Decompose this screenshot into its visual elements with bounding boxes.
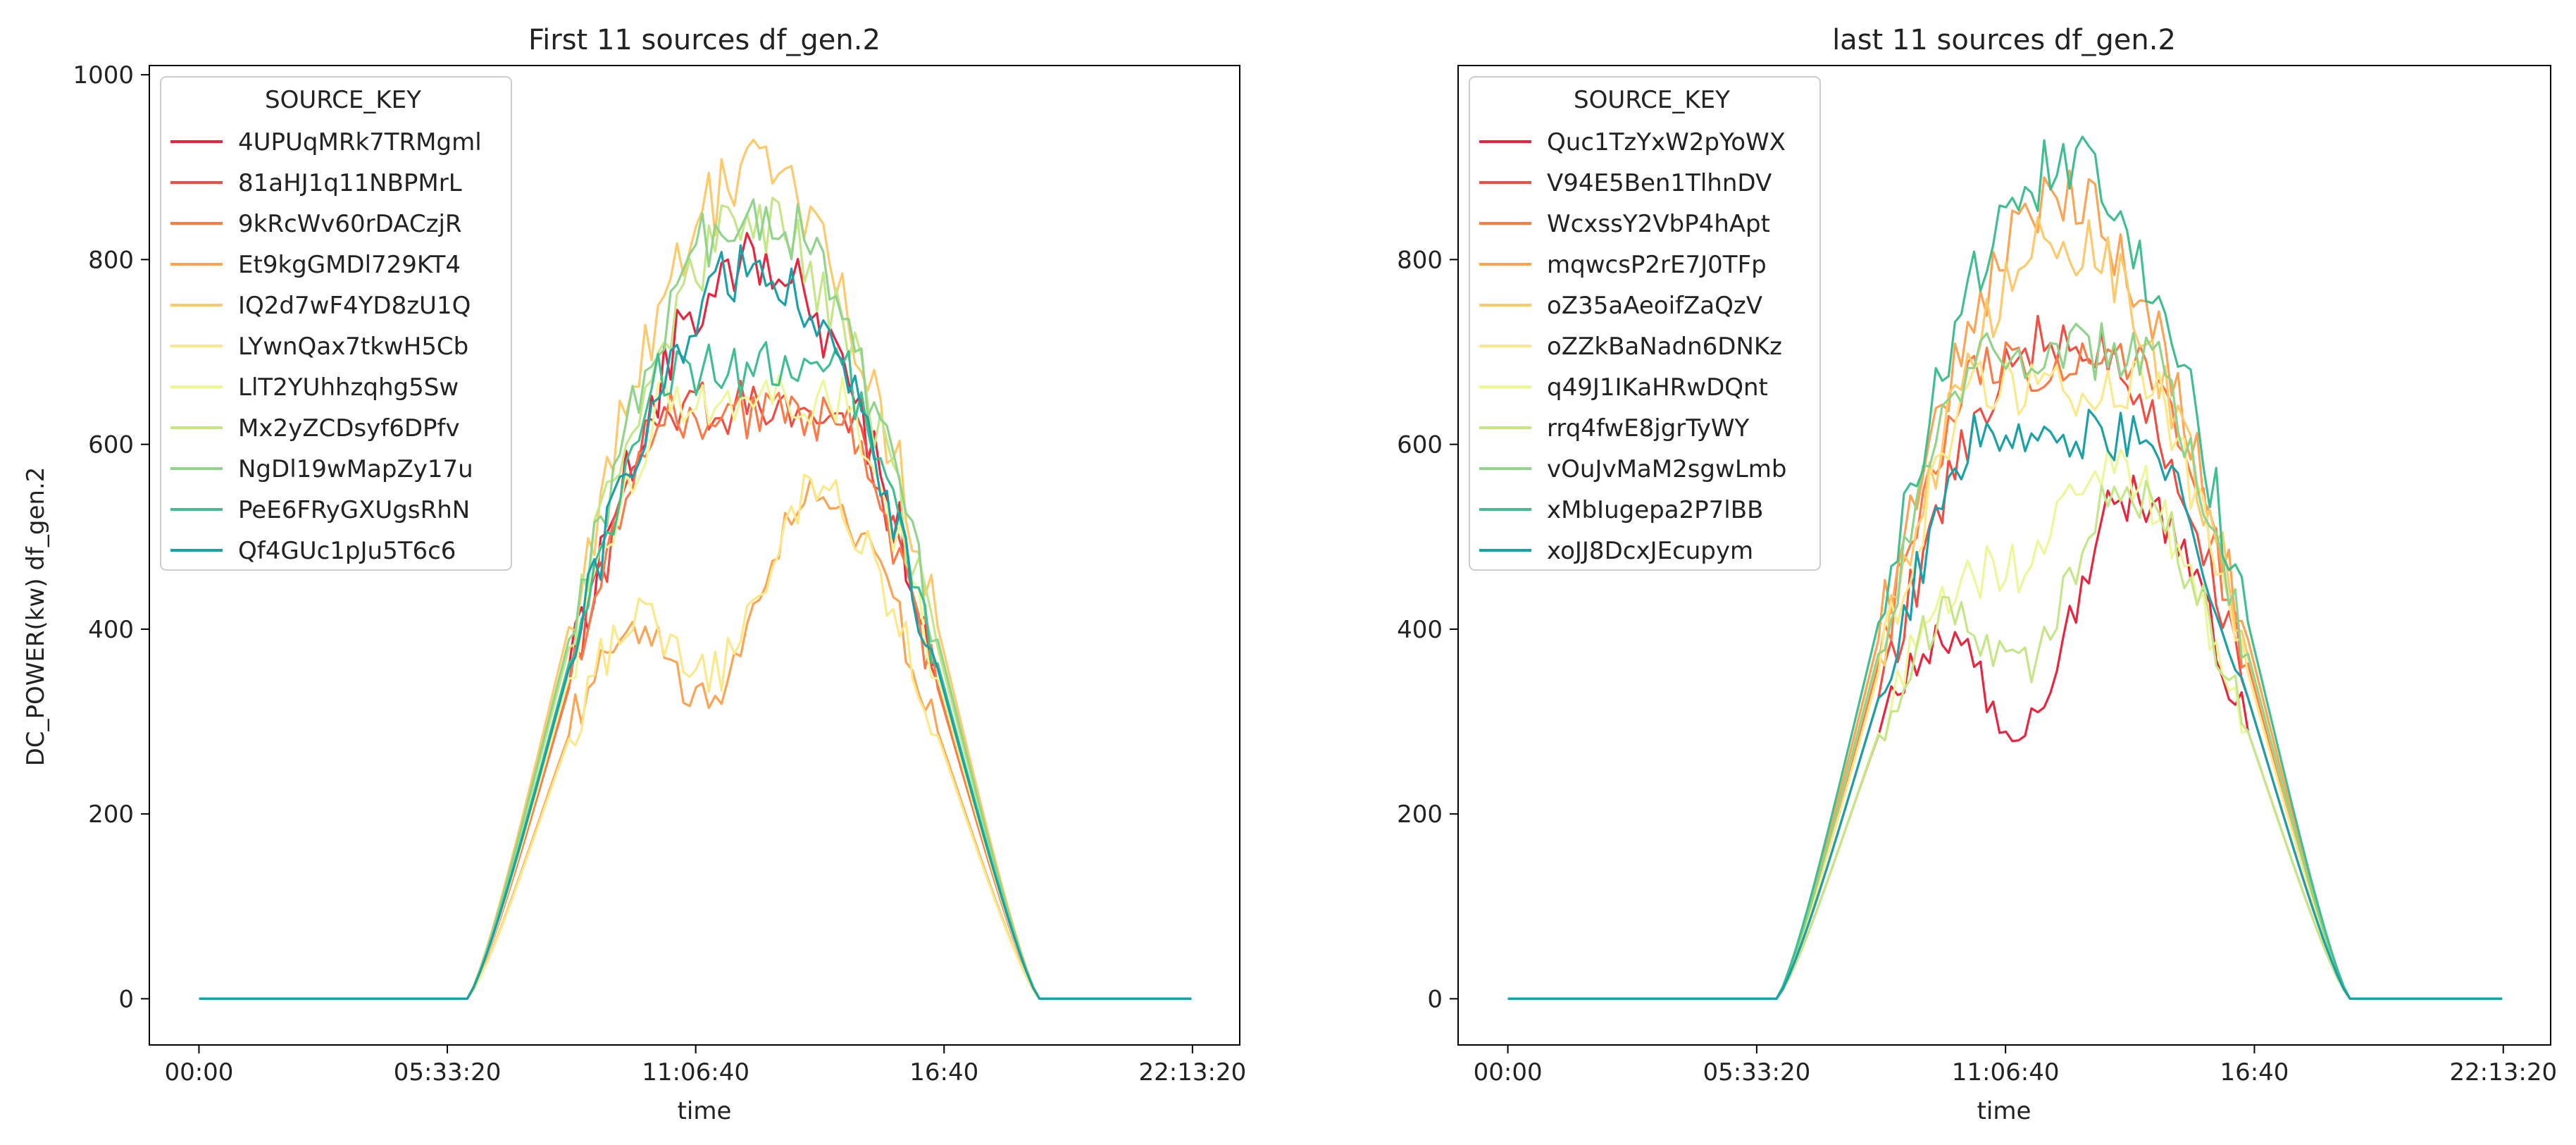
legend-entry: NgDl19wMapZy17u: [238, 455, 473, 483]
legend-entry: 81aHJ1q11NBPMrL: [238, 169, 462, 197]
series-line-LYwnQax7tkwH5Cb: [199, 474, 1192, 1000]
legend-box: [160, 76, 512, 571]
plot-area-left: 00:00 05:33:20 11:06:40 16:40 22:13:20 0 200 40…: [73, 61, 1246, 1087]
legend-entry: LYwnQax7tkwH5Cb: [238, 333, 468, 361]
series-line-LlT2YUhhzqhg5Sw: [199, 373, 1192, 1000]
x-tick-label: 05:33:20: [394, 1058, 502, 1087]
x-axis-label-right: time: [1977, 1097, 2031, 1125]
legend-entry: xoJJ8DcxJEcupym: [1547, 537, 1753, 565]
legend-entry: IQ2d7wF4YD8zU1Q: [238, 292, 471, 320]
legend-entry: PeE6FRyGXUgsRhN: [238, 496, 470, 524]
x-axis-label-left: time: [678, 1097, 732, 1125]
plot-area-right: 00:00 05:33:20 11:06:40 16:40 22:13:20 0 200 40…: [1397, 65, 2557, 1087]
legend-title: SOURCE_KEY: [1574, 86, 1730, 114]
y-tick-label: 0: [118, 985, 134, 1013]
legend: SOURCE_KEY Quc1TzYxW2pYoWX V94E5Ben1TlhnDV…: [1469, 76, 1821, 571]
series-line-PeE6FRyGXUgsRhN: [199, 341, 1192, 1000]
legend-title: SOURCE_KEY: [265, 86, 421, 114]
y-tick-label: 600: [88, 431, 134, 459]
legend-entry: vOuJvMaM2sgwLmb: [1547, 455, 1786, 483]
x-tick-label: 22:13:20: [2449, 1058, 2557, 1087]
legend-entry: mqwcsP2rE7J0TFp: [1547, 251, 1767, 279]
x-tick-label: 22:13:20: [1139, 1058, 1247, 1087]
series-line-rrq4fwE8jgrTyWY: [1507, 479, 2503, 1000]
series-line-Mx2yZCDsyf6DPfv: [199, 197, 1192, 1000]
legend-entry: Quc1TzYxW2pYoWX: [1547, 128, 1786, 156]
axes-frame: [149, 65, 1240, 1046]
chart-panel-left: First 11 sources df_gen.2 time DC_POWER(…: [22, 24, 1246, 1125]
y-tick-label: 200: [1397, 800, 1443, 829]
x-tick-label: 11:06:40: [642, 1058, 749, 1087]
x-tick-label: 05:33:20: [1703, 1058, 1811, 1087]
legend-box: [1469, 76, 1821, 571]
series-line-NgDl19wMapZy17u: [199, 198, 1192, 1000]
legend-entry: q49J1IKaHRwDQnt: [1547, 373, 1768, 402]
y-tick-label: 1000: [73, 61, 134, 89]
y-tick-label: 400: [88, 616, 134, 644]
legend: SOURCE_KEY 4UPUqMRk7TRMgml 81aHJ1q11NBPMrL…: [160, 76, 512, 571]
legend-entry: WcxssY2VbP4hApt: [1547, 210, 1770, 238]
x-tick-label: 00:00: [1474, 1058, 1543, 1087]
chart-title-right: last 11 sources df_gen.2: [1832, 24, 2176, 56]
series-line-IQ2d7wF4YD8zU1Q: [199, 138, 1192, 1000]
y-tick-label: 0: [1427, 985, 1443, 1013]
legend-entry: Et9kgGMDl729KT4: [238, 251, 461, 279]
series-line-WcxssY2VbP4hApt: [1507, 341, 2503, 1000]
legend-entry: V94E5Ben1TlhnDV: [1547, 169, 1772, 197]
legend-entry: LlT2YUhhzqhg5Sw: [238, 373, 459, 402]
series-line-Qf4GUc1pJu5T6c6: [199, 244, 1192, 1000]
axes-frame: [1457, 65, 2551, 1046]
y-axis-label: DC_POWER(kw) df_gen.2: [22, 467, 50, 767]
y-tick-label: 800: [88, 246, 134, 274]
x-tick-label: 16:40: [2220, 1058, 2289, 1087]
x-tick-label: 16:40: [909, 1058, 978, 1087]
chart-panel-right: last 11 sources df_gen.2 time 00:00 05:33…: [1397, 24, 2557, 1125]
y-tick-label: 800: [1397, 246, 1443, 274]
series-line-vOuJvMaM2sgwLmb: [1507, 322, 2503, 1000]
legend-entry: oZZkBaNadn6DNKz: [1547, 333, 1782, 361]
legend-entry: 4UPUqMRk7TRMgml: [238, 128, 482, 156]
y-tick-label: 400: [1397, 616, 1443, 644]
series-line-oZZkBaNadn6DNKz: [1507, 360, 2503, 1000]
legend-entry: xMbIugepa2P7lBB: [1547, 496, 1763, 524]
legend-entry: Qf4GUc1pJu5T6c6: [238, 537, 456, 565]
x-tick-label: 11:06:40: [1952, 1058, 2060, 1087]
series-line-xMbIugepa2P7lBB: [1507, 135, 2503, 1000]
x-tick-label: 00:00: [164, 1058, 233, 1087]
legend-entry: oZ35aAeoifZaQzV: [1547, 292, 1762, 320]
series-line-9kRcWv60rDACzjR: [199, 391, 1192, 1000]
y-tick-label: 600: [1397, 431, 1443, 459]
legend-entry: 9kRcWv60rDACzjR: [238, 210, 462, 238]
legend-entry: Mx2yZCDsyf6DPfv: [238, 414, 460, 442]
y-tick-label: 200: [88, 800, 134, 829]
series-line-xoJJ8DcxJEcupym: [1507, 409, 2503, 1000]
chart-title-left: First 11 sources df_gen.2: [528, 24, 881, 56]
series-line-mqwcsP2rE7J0TFp: [1507, 169, 2503, 1000]
legend-entry: rrq4fwE8jgrTyWY: [1547, 414, 1749, 442]
